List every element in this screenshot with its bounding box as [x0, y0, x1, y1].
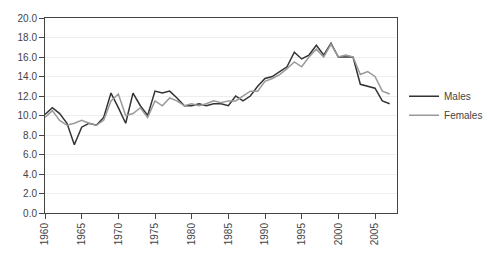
svg-text:8.0: 8.0	[23, 130, 37, 141]
svg-text:1980: 1980	[186, 223, 197, 246]
svg-text:10.0: 10.0	[18, 110, 38, 121]
svg-text:1975: 1975	[149, 223, 160, 246]
svg-text:Females: Females	[444, 110, 482, 121]
svg-text:4.0: 4.0	[23, 169, 37, 180]
svg-text:1985: 1985	[223, 223, 234, 246]
svg-text:16.0: 16.0	[18, 52, 38, 63]
svg-text:1990: 1990	[259, 223, 270, 246]
svg-text:1970: 1970	[113, 223, 124, 246]
svg-text:1995: 1995	[296, 223, 307, 246]
svg-text:18.0: 18.0	[18, 32, 38, 43]
svg-text:0.0: 0.0	[23, 208, 37, 219]
svg-text:20.0: 20.0	[18, 13, 38, 24]
svg-text:1960: 1960	[39, 223, 50, 246]
svg-text:2.0: 2.0	[23, 188, 37, 199]
svg-text:Males: Males	[444, 91, 471, 102]
svg-text:2005: 2005	[369, 223, 380, 246]
svg-text:14.0: 14.0	[18, 71, 38, 82]
svg-text:12.0: 12.0	[18, 91, 38, 102]
svg-text:6.0: 6.0	[23, 149, 37, 160]
svg-text:1965: 1965	[76, 223, 87, 246]
svg-text:2000: 2000	[333, 223, 344, 246]
